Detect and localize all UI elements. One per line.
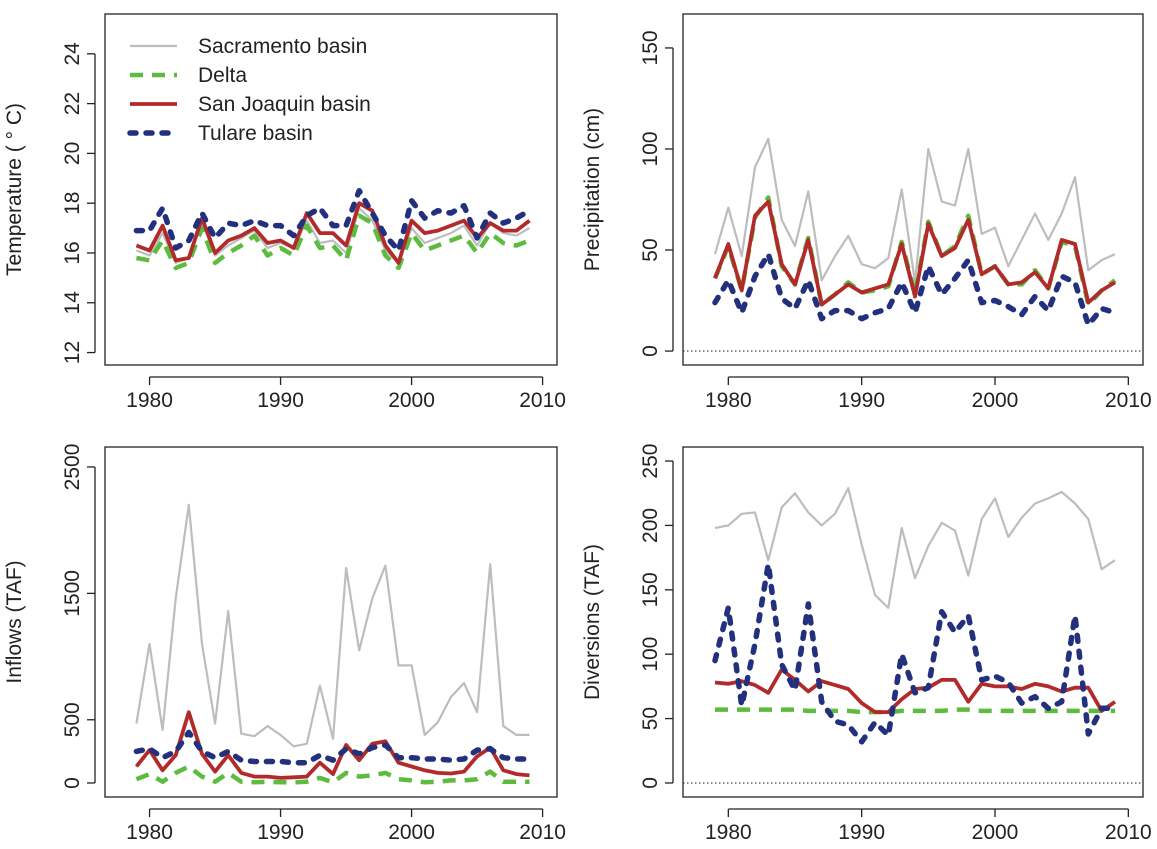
x-tick-label: 2000	[388, 821, 435, 844]
y-tick-label: 100	[639, 131, 662, 166]
series-line	[135, 213, 531, 271]
x-tick-label: 1990	[838, 821, 885, 844]
x-tick-label: 2000	[972, 821, 1019, 844]
x-tick-label: 2010	[1105, 389, 1152, 412]
y-axis-label: Diversions (TAF)	[581, 544, 604, 700]
x-tick-label: 1980	[705, 389, 752, 412]
y-tick-label: 500	[61, 702, 84, 737]
plot-frame	[682, 13, 1144, 366]
y-tick-label: 18	[61, 192, 84, 215]
series-line	[135, 503, 530, 748]
y-tick-label: 2500	[61, 444, 84, 491]
x-tick-label: 1980	[126, 389, 173, 412]
y-tick-label: 50	[639, 707, 662, 730]
series-line	[715, 707, 1115, 715]
series-line	[134, 710, 530, 780]
y-tick-label: 16	[61, 241, 84, 264]
y-tick-label: 0	[639, 345, 662, 357]
series-line	[133, 729, 533, 766]
y-axis-label: Inflows (TAF)	[3, 560, 26, 683]
series-line	[135, 201, 531, 265]
series-line	[135, 764, 530, 785]
legend-label: Tulare basin	[198, 122, 313, 145]
plot-frame	[682, 446, 1144, 798]
series-line	[133, 187, 533, 254]
y-tick-label: 200	[639, 508, 662, 543]
legend-label: Delta	[198, 64, 247, 87]
x-tick-label: 2010	[519, 389, 566, 412]
y-tick-label: 12	[61, 341, 84, 364]
legend-label: San Joaquin basin	[198, 93, 371, 116]
x-tick-label: 2010	[1105, 821, 1152, 844]
legend-label: Sacramento basin	[198, 35, 367, 58]
x-tick-label: 2000	[388, 389, 435, 412]
y-tick-label: 250	[639, 444, 662, 479]
y-tick-label: 22	[61, 92, 84, 115]
y-tick-label: 50	[639, 238, 662, 261]
x-tick-label: 2000	[972, 389, 1019, 412]
plot-frame	[104, 446, 558, 798]
x-tick-label: 2010	[519, 821, 566, 844]
y-tick-label: 150	[639, 30, 662, 65]
y-tick-label: 14	[61, 291, 84, 315]
y-tick-label: 100	[639, 637, 662, 672]
y-tick-label: 1500	[61, 570, 84, 617]
x-tick-label: 1980	[126, 821, 173, 844]
y-tick-label: 24	[61, 42, 84, 66]
y-tick-label: 150	[639, 572, 662, 607]
x-tick-label: 1990	[838, 389, 885, 412]
y-tick-label: 0	[639, 777, 662, 789]
series-line	[714, 487, 1116, 609]
y-tick-label: 20	[61, 142, 84, 165]
plot-frame	[104, 13, 558, 366]
series-line	[712, 561, 1118, 745]
x-tick-label: 1990	[257, 821, 304, 844]
y-axis-label: Temperature ( ° C)	[3, 103, 26, 276]
x-tick-label: 1980	[705, 821, 752, 844]
y-tick-label: 0	[61, 777, 84, 789]
series-line	[713, 199, 1116, 307]
x-tick-label: 1990	[257, 389, 304, 412]
y-axis-label: Precipitation (cm)	[581, 108, 604, 271]
